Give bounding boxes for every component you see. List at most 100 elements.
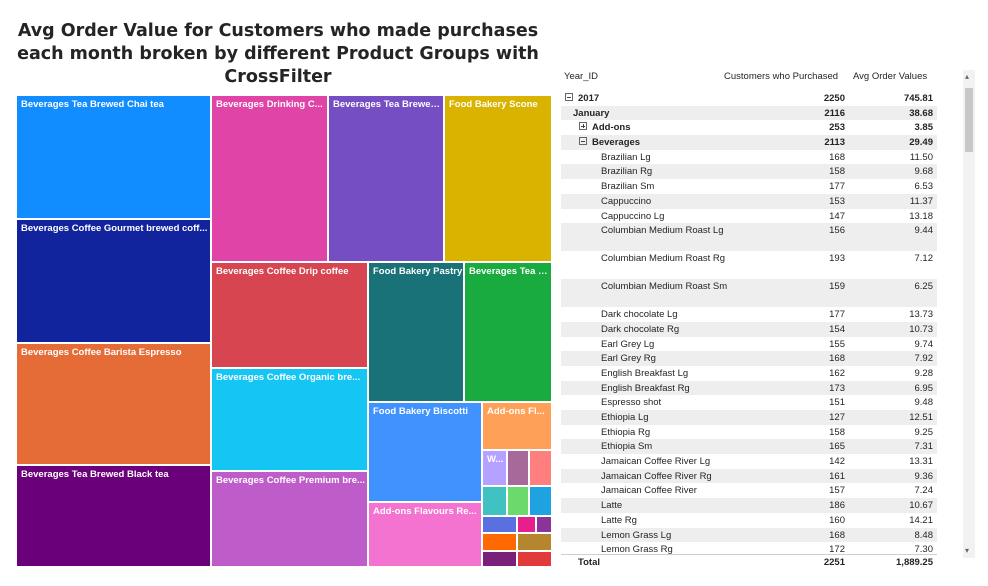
expand-icon[interactable] <box>579 122 587 131</box>
row-label-text: Latte <box>601 500 623 512</box>
column-header-customers[interactable]: Customers who Purchased <box>724 71 839 82</box>
treemap-tile[interactable] <box>536 516 552 533</box>
matrix-visual[interactable]: Year_ID Customers who Purchased Avg Orde… <box>561 68 941 576</box>
treemap-tile-label: Add-ons Flavours Re... <box>373 506 477 517</box>
cell-customers: 127 <box>829 412 845 423</box>
matrix-row[interactable]: Cappuccino Lg 147 13.18 <box>561 209 937 224</box>
treemap-tile-label: Beverages Tea Brewed... <box>333 99 443 110</box>
treemap-tile[interactable]: Add-ons Fl... <box>482 402 552 450</box>
row-label: English Breakfast Rg <box>601 382 741 395</box>
matrix-row[interactable]: January 2116 38.68 <box>561 105 937 121</box>
treemap-tile[interactable]: Food Bakery Pastry <box>368 262 464 402</box>
matrix-rows: 2017 2250 745.81 January 2116 38.68 Add-ons 253… <box>561 91 941 557</box>
treemap-tile[interactable]: Beverages Coffee Premium bre... <box>211 471 368 567</box>
matrix-scrollbar[interactable]: ▴ ▾ <box>963 70 975 558</box>
scroll-down-icon[interactable]: ▾ <box>965 546 970 555</box>
treemap-tile[interactable] <box>517 533 552 551</box>
matrix-row[interactable]: Add-ons 253 3.85 <box>561 120 937 135</box>
row-label-text: Earl Grey Rg <box>601 353 656 365</box>
treemap-tile[interactable] <box>482 486 507 516</box>
treemap-tile[interactable]: Beverages Tea Brewed Black tea <box>16 465 211 567</box>
total-aov: 1,889.25 <box>896 557 933 568</box>
matrix-total-row: Total 2251 1,889.25 <box>561 554 937 569</box>
treemap-tile-label: Food Bakery Scone <box>449 99 538 110</box>
treemap-tile[interactable] <box>482 551 517 567</box>
treemap-tile[interactable] <box>507 486 529 516</box>
treemap-tile[interactable]: Food Bakery Scone <box>444 95 552 262</box>
treemap-tile-label: Beverages Coffee Gourmet brewed coff... <box>21 223 208 234</box>
matrix-row[interactable]: English Breakfast Lg 162 9.28 <box>561 366 937 381</box>
treemap-tile[interactable]: Beverages Coffee Barista Espresso <box>16 343 211 465</box>
treemap-tile[interactable]: Beverages Tea Brewed... <box>328 95 444 262</box>
matrix-row[interactable]: Ethiopia Lg 127 12.51 <box>561 410 937 425</box>
treemap-tile[interactable] <box>482 516 517 533</box>
treemap-tile[interactable] <box>529 486 552 516</box>
treemap-tile[interactable] <box>529 450 552 486</box>
row-label-text: Lemon Grass Rg <box>601 544 673 556</box>
treemap-tile[interactable]: Add-ons Flavours Re... <box>368 502 482 567</box>
matrix-row[interactable]: Columbian Medium Roast Rg 193 7.12 <box>561 251 937 279</box>
matrix-row[interactable]: Columbian Medium Roast Sm 159 6.25 <box>561 279 937 308</box>
matrix-row[interactable]: Dark chocolate Lg 177 13.73 <box>561 307 937 322</box>
matrix-row[interactable]: Earl Grey Lg 155 9.74 <box>561 337 937 352</box>
column-header-aov[interactable]: Avg Order Values <box>853 71 928 82</box>
matrix-row[interactable]: Latte 186 10.67 <box>561 498 937 513</box>
row-label-text: Latte Rg <box>601 514 637 526</box>
scroll-up-icon[interactable]: ▴ <box>965 72 970 81</box>
matrix-row[interactable]: Dark chocolate Rg 154 10.73 <box>561 321 937 337</box>
matrix-row[interactable]: Espresso shot 151 9.48 <box>561 395 937 410</box>
matrix-row[interactable]: Beverages 2113 29.49 <box>561 135 937 150</box>
treemap-tile[interactable]: Beverages Drinking C... <box>211 95 328 262</box>
row-label: Cappuccino Lg <box>601 210 741 223</box>
cell-customers: 142 <box>829 456 845 468</box>
treemap-tile[interactable]: Beverages Tea B... <box>464 262 552 402</box>
row-label-text: Columbian Medium Roast Sm <box>601 281 728 293</box>
treemap-tile[interactable]: W... <box>482 450 507 486</box>
treemap-tile[interactable]: Beverages Coffee Organic bre... <box>211 368 368 471</box>
treemap-tile-label: Beverages Coffee Premium bre... <box>216 475 365 486</box>
row-label-text: Brazilian Rg <box>601 166 653 178</box>
matrix-row[interactable]: Jamaican Coffee River 157 7.24 <box>561 483 937 498</box>
cell-aov: 14.21 <box>909 514 933 526</box>
matrix-row[interactable]: English Breakfast Rg 173 6.95 <box>561 380 937 396</box>
matrix-row[interactable]: Ethiopia Sm 165 7.31 <box>561 439 937 455</box>
collapse-icon[interactable] <box>565 93 573 101</box>
treemap-tile[interactable] <box>517 516 536 533</box>
matrix-row[interactable]: Cappuccino 153 11.37 <box>561 193 937 209</box>
cell-customers: 165 <box>829 441 845 453</box>
matrix-row[interactable]: Ethiopia Rg 158 9.25 <box>561 425 937 440</box>
matrix-row[interactable]: Jamaican Coffee River Rg 161 9.36 <box>561 468 937 484</box>
cell-customers: 159 <box>829 281 845 293</box>
treemap-tile[interactable] <box>517 551 552 567</box>
cell-aov: 3.85 <box>914 122 934 134</box>
treemap-tile[interactable]: Food Bakery Biscotti <box>368 402 482 502</box>
cell-aov: 9.48 <box>914 397 934 409</box>
row-label: Jamaican Coffee River <box>601 484 741 497</box>
column-header-year[interactable]: Year_ID <box>564 71 598 82</box>
matrix-row[interactable]: 2017 2250 745.81 <box>561 91 937 106</box>
cell-customers: 173 <box>829 382 845 394</box>
cell-customers: 156 <box>829 225 845 237</box>
row-label-text: Ethiopia Rg <box>601 426 651 438</box>
matrix-row[interactable]: Brazilian Rg 158 9.68 <box>561 164 937 180</box>
collapse-icon[interactable] <box>579 137 587 146</box>
row-label-text: Jamaican Coffee River Rg <box>601 470 712 482</box>
cell-customers: 153 <box>829 195 845 207</box>
matrix-row[interactable]: Jamaican Coffee River Lg 142 13.31 <box>561 454 937 469</box>
treemap-tile[interactable]: Beverages Coffee Drip coffee <box>211 262 368 368</box>
matrix-row[interactable]: Brazilian Sm 177 6.53 <box>561 179 937 194</box>
matrix-row[interactable]: Columbian Medium Roast Lg 156 9.44 <box>561 223 937 252</box>
scrollbar-thumb[interactable] <box>965 88 973 152</box>
treemap-visual[interactable]: Beverages Tea Brewed Chai tea Beverages C… <box>16 95 552 567</box>
matrix-row[interactable]: Brazilian Lg 168 11.50 <box>561 150 937 165</box>
matrix-row[interactable]: Earl Grey Rg 168 7.92 <box>561 351 937 366</box>
treemap-tile[interactable] <box>507 450 529 486</box>
treemap-tile[interactable]: Beverages Coffee Gourmet brewed coff... <box>16 219 211 343</box>
matrix-row[interactable]: Lemon Grass Lg 168 8.48 <box>561 527 937 543</box>
treemap-tile[interactable] <box>482 533 517 551</box>
matrix-row[interactable]: Lemon Grass Rg 172 7.30 <box>561 542 937 557</box>
matrix-row[interactable]: Latte Rg 160 14.21 <box>561 513 937 528</box>
treemap-tile[interactable]: Beverages Tea Brewed Chai tea <box>16 95 211 219</box>
treemap-tile-label: Beverages Coffee Drip coffee <box>216 266 349 277</box>
cell-aov: 745.81 <box>903 93 933 104</box>
